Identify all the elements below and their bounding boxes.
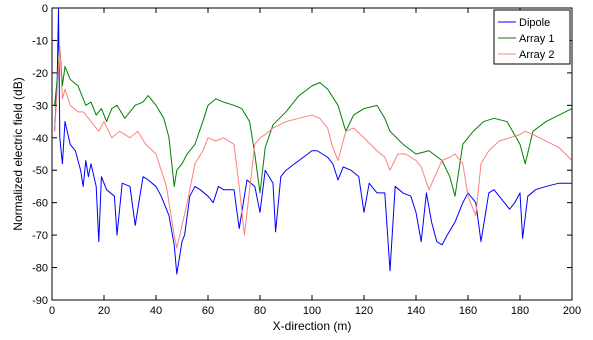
legend-label: Array 2 <box>519 49 554 61</box>
x-tick-label: 140 <box>407 305 425 317</box>
y-tick-label: -40 <box>32 133 48 145</box>
plot-area <box>52 8 572 300</box>
y-axis-label: Normalized electric field (dB) <box>11 77 25 230</box>
axes-layer: 0 20 40 60 80 100 120 140 160 180 200 0 -10 -20 -30 -40… <box>32 3 581 317</box>
x-tick-label: 60 <box>202 305 214 317</box>
x-tick-label: 40 <box>150 305 162 317</box>
x-tick-label: 0 <box>49 305 55 317</box>
x-tick-label: 200 <box>563 305 581 317</box>
series-line-dipole <box>54 8 572 275</box>
series-line-array-1 <box>54 46 572 197</box>
y-tick-label: -50 <box>32 165 48 177</box>
y-tick-label: -80 <box>32 263 48 275</box>
y-tick-label: -60 <box>32 198 48 210</box>
y-tick-label: -20 <box>32 68 48 80</box>
y-tick-label: 0 <box>42 3 48 15</box>
legend-box <box>493 9 571 65</box>
y-tick-label: -10 <box>32 35 48 47</box>
y-tick-label: -30 <box>32 100 48 112</box>
legend-label: Dipole <box>519 17 550 29</box>
x-tick-label: 180 <box>511 305 529 317</box>
x-tick-label: 20 <box>98 305 110 317</box>
x-tick-label: 80 <box>254 305 266 317</box>
legend: Dipole Array 1 Array 2 <box>493 9 571 65</box>
x-tick-label: 160 <box>459 305 477 317</box>
series-line-array-2 <box>54 46 572 249</box>
plot-layer <box>52 8 572 300</box>
y-tick-label: -70 <box>32 230 48 242</box>
series-lines <box>54 8 572 275</box>
x-tick-label: 120 <box>355 305 373 317</box>
legend-label: Array 1 <box>519 33 554 45</box>
x-tick-label: 100 <box>303 305 321 317</box>
x-axis-label: X-direction (m) <box>273 319 352 333</box>
y-tick-label: -90 <box>32 295 48 307</box>
